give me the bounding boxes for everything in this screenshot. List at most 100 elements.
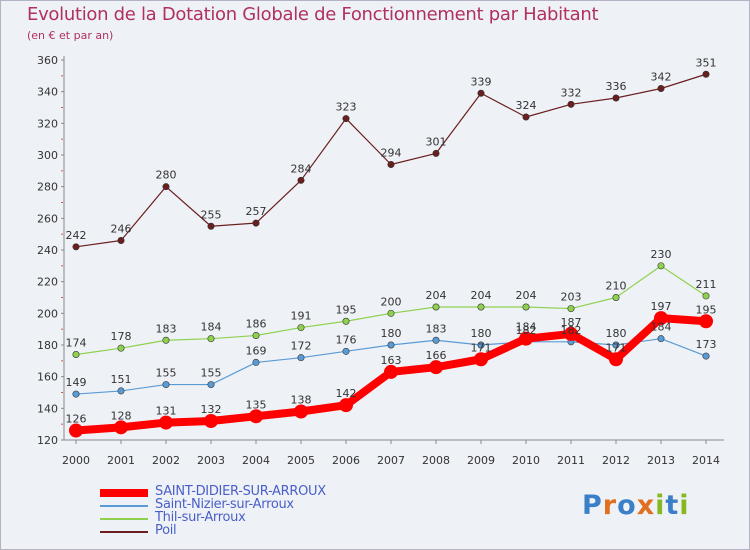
data-point [477,341,485,349]
x-tick-label: 2005 [287,454,315,467]
data-label: 336 [606,80,627,93]
y-tick-label: 140 [37,402,58,415]
data-point [342,317,350,325]
x-tick-label: 2008 [422,454,450,467]
data-label: 180 [381,327,402,340]
legend-label: Saint-Nizier-sur-Arroux [155,497,294,512]
logo-letter: x [636,490,656,521]
data-label: 184 [516,321,537,334]
data-point [297,324,305,332]
data-point [429,360,443,375]
x-tick-label: 2009 [467,454,495,467]
y-tick-label: 240 [37,244,58,257]
data-label: 280 [156,169,177,182]
data-label: 180 [606,327,627,340]
data-label: 294 [381,147,402,160]
data-point [249,409,263,424]
data-label: 242 [66,229,87,242]
data-point [72,243,80,251]
data-point [159,415,173,430]
data-label: 176 [336,333,357,346]
data-label: 155 [201,367,222,380]
data-point [657,85,665,93]
data-point [342,347,350,355]
x-tick-label: 2000 [62,454,90,467]
y-tick-label: 320 [37,117,58,130]
data-label: 324 [516,99,537,112]
line-chart: 120 140 160 180 200 220 240 260 280 300 320 340 360 2… [37,54,724,467]
data-point [69,423,83,438]
data-point [702,292,710,300]
data-label: 171 [606,341,627,354]
data-point [612,341,620,349]
data-label: 182 [516,324,537,337]
data-point [654,311,668,326]
x-tick-label: 2012 [602,454,630,467]
data-label: 197 [651,300,672,313]
x-tick-label: 2010 [512,454,540,467]
data-point [252,331,260,339]
data-label: 195 [696,303,717,316]
y-tick-label: 340 [37,86,58,99]
data-point [699,314,713,329]
data-label: 323 [336,101,357,114]
data-label: 351 [696,56,717,69]
data-point [477,303,485,311]
data-point [477,89,485,97]
data-point [387,341,395,349]
data-point [207,222,215,230]
logo-letter: P [582,490,603,521]
data-point [117,387,125,395]
data-label: 183 [426,322,447,335]
data-point [114,420,128,435]
data-label: 155 [156,367,177,380]
data-point [252,358,260,366]
data-label: 332 [561,86,582,99]
legend-swatch [100,505,148,507]
legend-label: Thil-sur-Arroux [155,510,246,525]
data-label: 174 [66,337,87,350]
data-label: 172 [291,340,312,353]
data-label: 187 [561,316,582,329]
data-point [432,149,440,157]
data-label: 182 [561,324,582,337]
data-point [387,161,395,169]
data-point [207,335,215,343]
data-point [474,352,488,367]
data-point [342,115,350,123]
chart-subtitle: (en € et par an) [27,29,114,42]
data-label: 178 [111,330,132,343]
data-point [117,344,125,352]
x-tick-label: 2004 [242,454,270,467]
data-point [519,331,533,346]
data-label: 131 [156,405,177,418]
legend-label: SAINT-DIDIER-SUR-ARROUX [155,484,326,499]
data-point [204,414,218,428]
data-label: 339 [471,75,492,88]
data-point [432,336,440,344]
x-tick-label: 2011 [557,454,585,467]
data-label: 142 [336,387,357,400]
data-label: 211 [696,278,717,291]
y-tick-label: 160 [37,371,58,384]
data-point [339,398,353,413]
data-label: 132 [201,403,222,416]
data-label: 180 [471,327,492,340]
data-label: 166 [426,349,447,362]
data-point [297,354,305,362]
data-point [612,293,620,301]
data-label: 138 [291,394,312,407]
data-label: 246 [111,223,132,236]
data-label: 342 [651,71,672,84]
legend-swatch [100,518,148,520]
data-point [567,100,575,108]
data-label: 204 [516,289,537,302]
data-label: 183 [156,322,177,335]
data-label: 184 [201,321,222,334]
x-tick-label: 2006 [332,454,360,467]
data-point [387,309,395,317]
y-tick-label: 180 [37,339,58,352]
data-point [162,336,170,344]
x-tick-label: 2002 [152,454,180,467]
data-point [612,94,620,102]
